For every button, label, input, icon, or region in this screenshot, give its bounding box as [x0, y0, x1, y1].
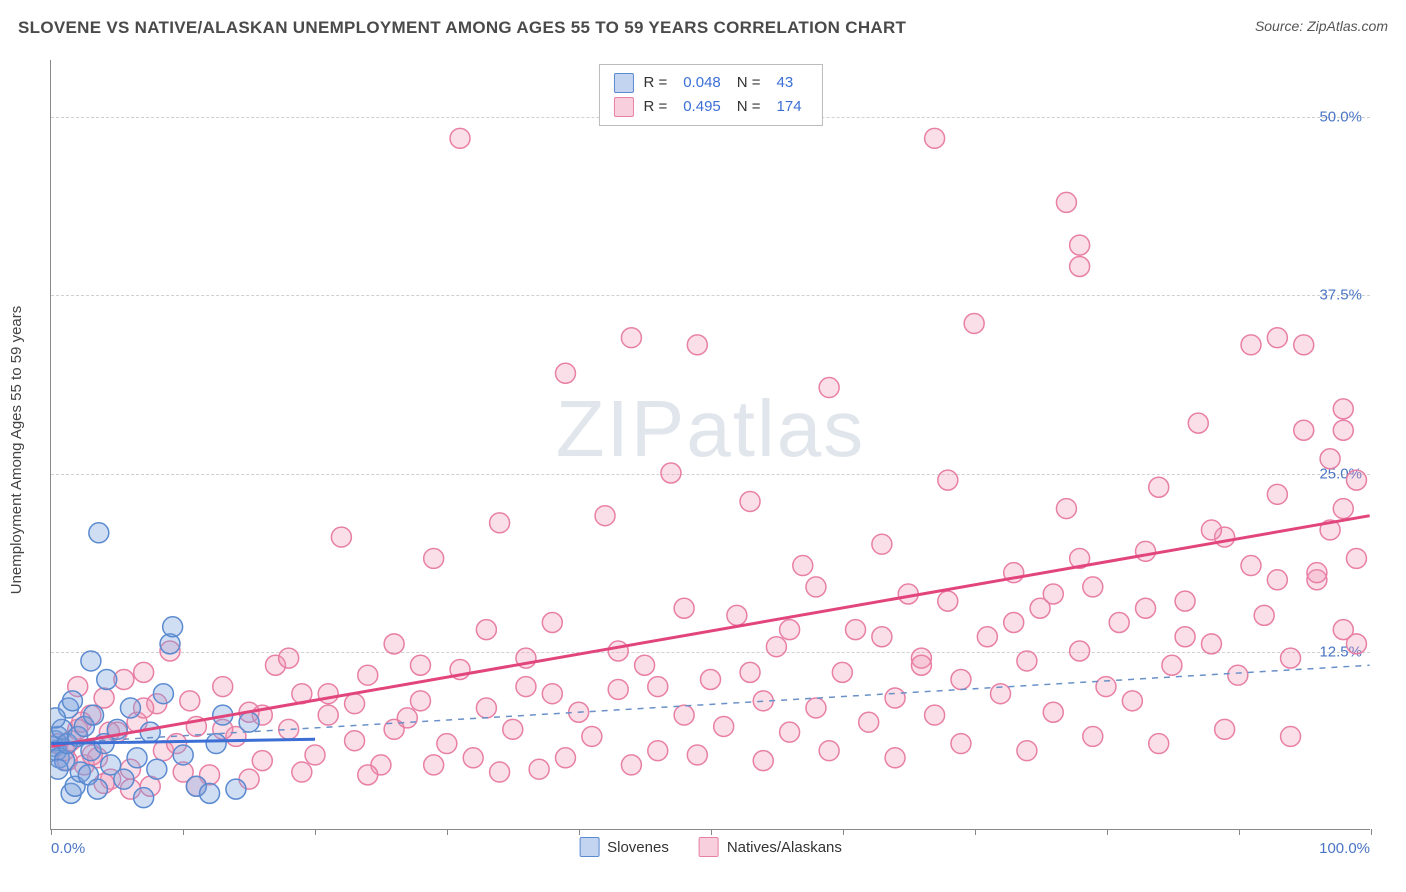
- swatch-slovene: [613, 73, 633, 93]
- chart-title: SLOVENE VS NATIVE/ALASKAN UNEMPLOYMENT A…: [18, 18, 906, 38]
- plot-area: ZIPatlas 12.5%25.0%37.5%50.0% 0.0%100.0%…: [50, 60, 1370, 830]
- legend-item-slovene: Slovenes: [579, 837, 669, 857]
- legend-series: Slovenes Natives/Alaskans: [579, 837, 842, 857]
- y-tick-label: 12.5%: [1319, 643, 1362, 660]
- scatter-slovene: [51, 60, 1370, 829]
- y-tick-label: 50.0%: [1319, 109, 1362, 126]
- legend-stats: R = 0.048 N = 43 R = 0.495 N = 174: [598, 64, 822, 126]
- x-tick-label: 100.0%: [1319, 840, 1370, 857]
- r-value-native: 0.495: [683, 95, 721, 119]
- y-axis-label: Unemployment Among Ages 55 to 59 years: [8, 306, 25, 595]
- scatter-native: [51, 60, 1370, 829]
- legend-row-slovene: R = 0.048 N = 43: [613, 71, 807, 95]
- trend-lines: [51, 60, 1370, 829]
- watermark-atlas: atlas: [686, 384, 865, 473]
- legend-label-slovene: Slovenes: [607, 839, 669, 856]
- n-label-slovene: N =: [737, 71, 761, 95]
- source-name: ZipAtlas.com: [1307, 18, 1388, 34]
- r-label-native: R =: [643, 95, 667, 119]
- swatch-slovene-bottom: [579, 837, 599, 857]
- legend-item-native: Natives/Alaskans: [699, 837, 842, 857]
- legend-label-native: Natives/Alaskans: [727, 839, 842, 856]
- r-value-slovene: 0.048: [683, 71, 721, 95]
- x-tick-label: 0.0%: [51, 840, 85, 857]
- r-label-slovene: R =: [643, 71, 667, 95]
- legend-row-native: R = 0.495 N = 174: [613, 95, 807, 119]
- header: SLOVENE VS NATIVE/ALASKAN UNEMPLOYMENT A…: [18, 18, 1388, 38]
- source-prefix: Source:: [1255, 18, 1307, 34]
- watermark: ZIPatlas: [556, 383, 865, 475]
- n-value-slovene: 43: [777, 71, 794, 95]
- source-attribution: Source: ZipAtlas.com: [1255, 18, 1388, 34]
- y-tick-label: 37.5%: [1319, 287, 1362, 304]
- y-tick-label: 25.0%: [1319, 465, 1362, 482]
- watermark-zip: ZIP: [556, 384, 686, 473]
- swatch-native: [613, 97, 633, 117]
- n-label-native: N =: [737, 95, 761, 119]
- n-value-native: 174: [777, 95, 802, 119]
- swatch-native-bottom: [699, 837, 719, 857]
